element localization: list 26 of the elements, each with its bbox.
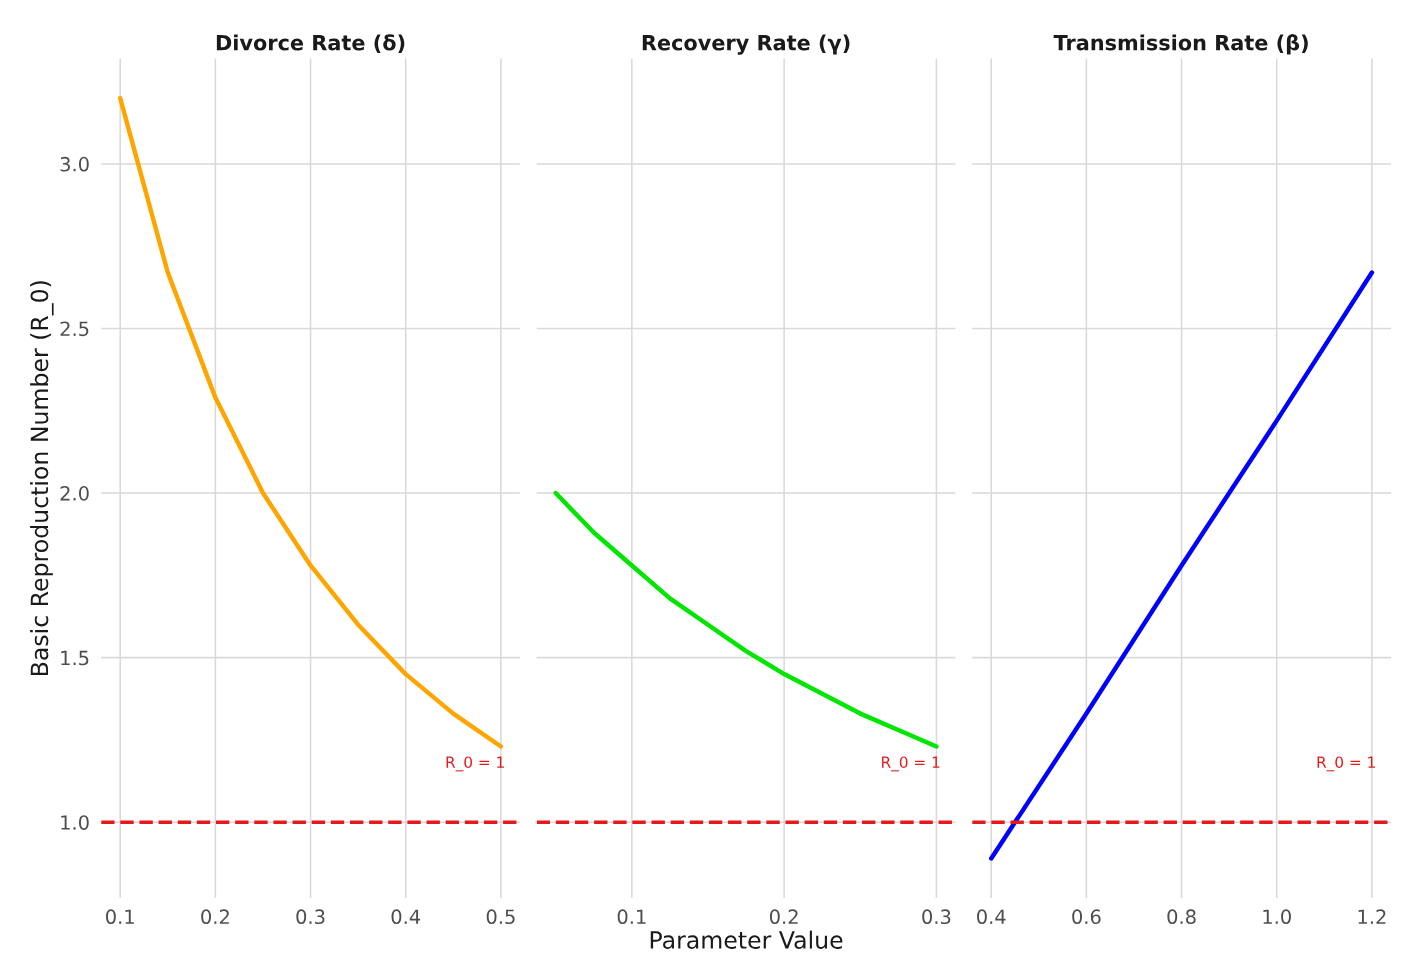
ref-line-label: R_0 = 1: [882, 756, 940, 772]
x-tick-label: 0.5: [486, 909, 515, 925]
x-tick-label: 0.6: [1072, 909, 1101, 925]
x-tick-label: 0.3: [922, 909, 951, 925]
ref-line-label: R_0 = 1: [446, 756, 504, 772]
x-tick-label: 1.2: [1358, 909, 1386, 924]
x-tick-label: 0.4: [977, 909, 1006, 925]
y-tick-label: 3.0: [60, 156, 89, 172]
x-tick-label: 0.2: [769, 909, 798, 925]
x-tick-label: 0.1: [617, 909, 646, 925]
y-tick-label: 2.5: [60, 321, 89, 337]
chart-title: Recovery Rate (γ): [642, 34, 850, 55]
x-tick-label: 0.1: [106, 909, 134, 925]
chart-title: Divorce Rate (δ): [216, 34, 405, 53]
x-tick-label: 0.2: [201, 909, 229, 925]
x-tick-label: 0.3: [296, 909, 325, 925]
x-tick-label: 0.4: [391, 909, 421, 925]
x-tick-label: 1.0: [1263, 909, 1291, 925]
y-axis-title: Basic Reproduction Number (R_0): [30, 281, 54, 676]
chart-title: Transmission Rate (β): [1053, 34, 1308, 55]
x-tick-label: 0.8: [1167, 909, 1196, 925]
y-tick-label: 1.0: [61, 815, 89, 830]
x-axis-title: Parameter Value: [650, 930, 843, 949]
y-tick-label: 2.0: [60, 486, 89, 501]
ref-line-label: R_0 = 1: [1317, 756, 1375, 772]
y-tick-label: 1.5: [61, 650, 89, 666]
